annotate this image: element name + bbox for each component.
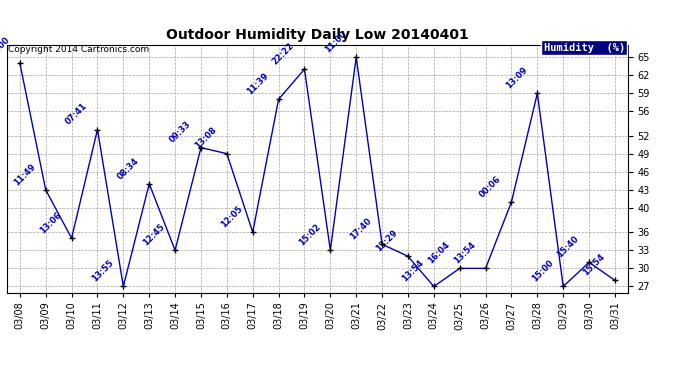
Title: Outdoor Humidity Daily Low 20140401: Outdoor Humidity Daily Low 20140401 <box>166 28 469 42</box>
Text: 07:41: 07:41 <box>64 102 89 127</box>
Text: 13:09: 13:09 <box>504 65 529 90</box>
Text: 15:00: 15:00 <box>0 35 12 60</box>
Text: 12:45: 12:45 <box>141 222 167 248</box>
Text: 15:00: 15:00 <box>530 258 555 284</box>
Text: 13:54: 13:54 <box>452 240 477 266</box>
Text: 15:54: 15:54 <box>581 252 607 278</box>
Text: 00:06: 00:06 <box>478 174 503 199</box>
Text: 13:06: 13:06 <box>38 210 63 236</box>
Text: 22:22: 22:22 <box>270 41 296 66</box>
Text: 11:00: 11:00 <box>323 29 348 54</box>
Text: 15:40: 15:40 <box>555 234 581 260</box>
Text: 16:04: 16:04 <box>426 240 451 266</box>
Text: Copyright 2014 Cartronics.com: Copyright 2014 Cartronics.com <box>8 45 148 54</box>
Text: 13:29: 13:29 <box>375 228 400 254</box>
Text: Humidity  (%): Humidity (%) <box>544 42 625 52</box>
Text: 13:08: 13:08 <box>193 126 219 151</box>
Text: 12:05: 12:05 <box>219 204 244 230</box>
Text: 13:54: 13:54 <box>400 258 426 284</box>
Text: 11:49: 11:49 <box>12 162 37 187</box>
Text: 08:34: 08:34 <box>116 156 141 181</box>
Text: 11:39: 11:39 <box>245 71 270 96</box>
Text: 15:02: 15:02 <box>297 222 322 248</box>
Text: 17:40: 17:40 <box>348 216 374 242</box>
Text: 09:33: 09:33 <box>168 120 193 145</box>
Text: 13:55: 13:55 <box>90 258 115 284</box>
